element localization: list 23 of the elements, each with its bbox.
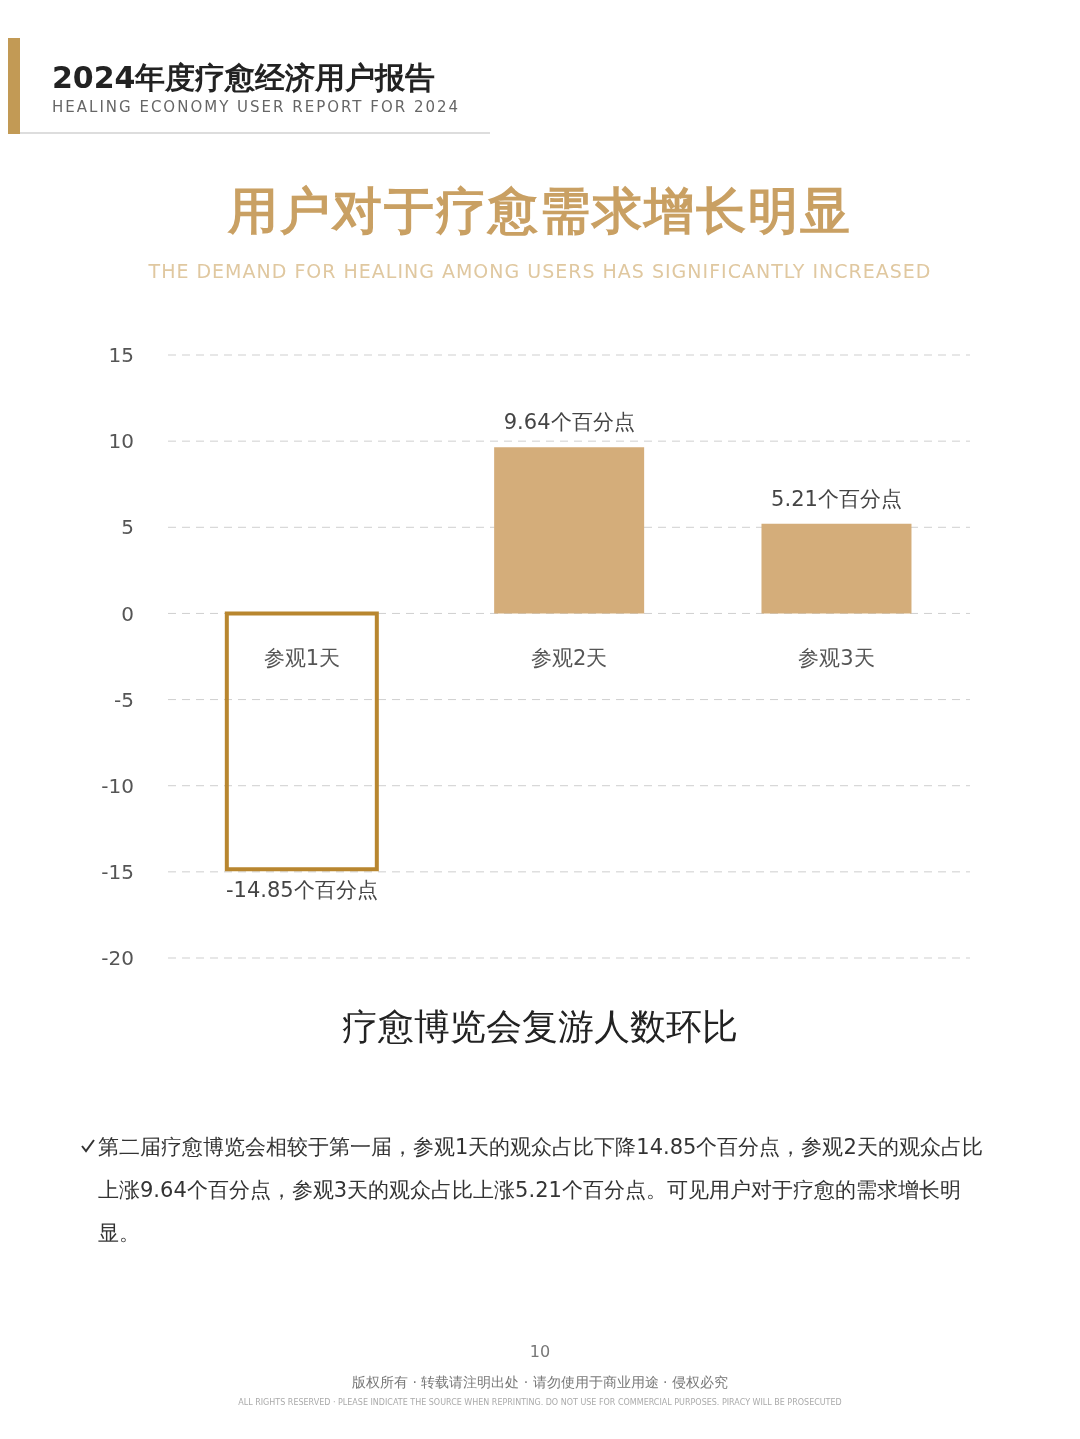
y-tick-label: 15: [108, 343, 134, 368]
x-tick-label: 参观2天: [530, 646, 608, 671]
text: 版权所有 · 转载请注明出处 · 请勿使用于商业用途 · 侵权必究: [350, 1374, 730, 1392]
data-label: 5.21个百分点: [771, 486, 902, 511]
text: 2024年度疗愈经济用户报告: [52, 59, 436, 97]
y-tick-label: 5: [121, 515, 134, 540]
x-axis-title: 疗愈博览会复游人数环比: [341, 1005, 739, 1049]
y-tick-label: -20: [101, 946, 134, 971]
x-tick-label: 参观1天: [263, 646, 340, 671]
data-label: -14.85个百分点: [225, 878, 378, 903]
chart-title: 用户对于疗愈需求增长明显: [226, 181, 853, 242]
text: 10: [528, 1342, 552, 1361]
data-label: 9.64个百分点: [503, 410, 635, 435]
chart-subtitle: THE DEMAND FOR HEALING AMONG USERS HAS SIGNIFICANTLY INCREASED: [147, 260, 933, 282]
text: HEALING ECONOMY USER REPORT FOR 2024: [52, 98, 461, 116]
y-tick-label: 0: [121, 601, 134, 626]
y-tick-label: 10: [108, 429, 134, 454]
y-tick-label: -10: [101, 773, 134, 798]
text: ALL RIGHTS RESERVED · PLEASE INDICATE THE SOURCE WHEN REPRINTING. DO NOT USE FOR COMMERCIAL PURPOSES. PIRACY WILL BE PROSECUTED: [237, 1398, 843, 1407]
y-tick-label: -15: [101, 859, 134, 884]
text: 第二届疗愈博览会相较于第一届，参观1天的观众占比下降14.85个百分点，参观2天的观众占比上涨9.64个百分点，参观3天的观众占比上涨5.21个百分点。可见用户对于疗愈的需求增长明显。: [98, 1134, 984, 1247]
x-tick-label: 参观3天: [798, 646, 875, 671]
y-tick-label: -5: [114, 687, 134, 712]
